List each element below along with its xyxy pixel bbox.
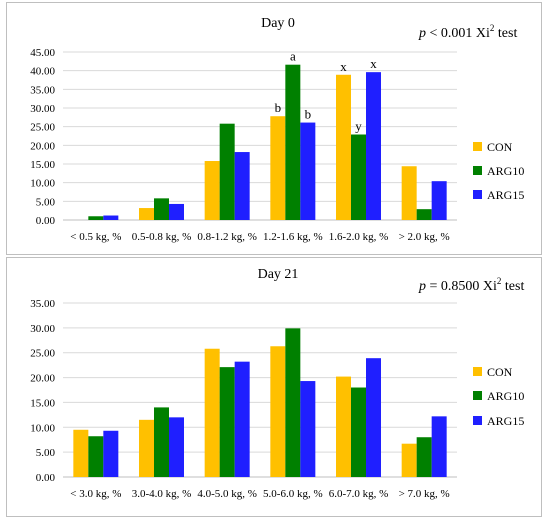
bar-annotation: x	[370, 56, 377, 71]
bar-annotation: x	[340, 59, 347, 74]
bar-con-2	[204, 348, 220, 477]
x-tick-label: < 0.5 kg, %	[70, 231, 121, 243]
x-tick-label: > 2.0 kg, %	[399, 231, 450, 243]
x-tick-label: 1.2-1.6 kg, %	[263, 231, 323, 243]
legend-swatch-con	[473, 142, 482, 151]
legend-swatch-arg15	[473, 190, 482, 199]
chart-title: Day 21	[258, 267, 299, 282]
stat-note-text: = 0.8500 Xi	[426, 279, 497, 294]
x-tick-label: 6.0-7.0 kg, %	[329, 488, 389, 500]
y-tick-label: 20.00	[30, 140, 55, 152]
bar-con-3	[270, 116, 286, 220]
bar-arg15-0	[103, 430, 119, 477]
y-tick-label: 0.00	[36, 215, 56, 227]
legend-swatch-con	[473, 367, 482, 376]
bar-arg15-5	[431, 181, 447, 220]
x-tick-label: < 3.0 kg, %	[70, 488, 121, 500]
y-tick-label: 15.00	[30, 159, 55, 171]
x-tick-label: 4.0-5.0 kg, %	[197, 488, 257, 500]
bar-arg10-4	[351, 387, 366, 477]
y-tick-label: 15.00	[30, 397, 55, 409]
bar-arg10-3	[285, 328, 301, 477]
bar-arg15-5	[431, 416, 447, 477]
bar-con-5	[401, 443, 417, 477]
y-tick-label: 35.00	[30, 84, 55, 96]
stat-note-p: p	[418, 26, 426, 41]
bar-arg10-0	[88, 436, 104, 477]
y-tick-label: 5.00	[36, 447, 56, 459]
legend-label-con: CON	[487, 365, 513, 379]
legend-swatch-arg15	[473, 416, 482, 425]
bar-arg15-2	[234, 152, 250, 220]
bar-con-3	[270, 346, 286, 477]
bar-con-4	[336, 376, 351, 477]
bar-arg10-2	[219, 123, 235, 220]
y-tick-label: 40.00	[30, 66, 55, 78]
bar-con-5	[401, 166, 417, 220]
bar-arg15-1	[169, 203, 184, 220]
legend-label-arg10: ARG10	[487, 164, 524, 178]
y-tick-label: 0.00	[36, 472, 56, 484]
y-tick-label: 25.00	[30, 122, 55, 134]
x-tick-label: 0.5-0.8 kg, %	[132, 231, 192, 243]
bar-arg15-1	[169, 417, 184, 477]
stat-note-suffix: test	[501, 279, 524, 294]
chart-day-0: Day 0 p < 0.001 Xi2 test 0.00 5.00 10.00 15.0…	[6, 2, 542, 255]
x-tick-label: 0.8-1.2 kg, %	[197, 231, 257, 243]
legend-label-arg15: ARG15	[487, 414, 524, 428]
stat-note: p = 0.8500 Xi2 test	[418, 276, 524, 294]
legend-swatch-arg10	[473, 166, 482, 175]
bar-annotation: a	[290, 49, 296, 64]
bar-arg15-0	[103, 215, 119, 220]
stat-note-text: < 0.001 Xi	[426, 26, 490, 41]
y-tick-label: 30.00	[30, 103, 55, 115]
legend-label-con: CON	[487, 140, 513, 154]
y-tick-label: 5.00	[36, 196, 56, 208]
y-tick-label: 30.00	[30, 323, 55, 335]
bar-con-0	[73, 429, 89, 477]
chart-day-21: Day 21 p = 0.8500 Xi2 test 0.00 5.00 10.00 15…	[6, 257, 542, 517]
bar-arg15-4	[366, 358, 381, 477]
bar-arg10-5	[416, 209, 432, 220]
legend-label-arg15: ARG15	[487, 188, 524, 202]
bar-arg10-1	[154, 407, 169, 477]
y-tick-label: 10.00	[30, 422, 55, 434]
bar-annotation: b	[275, 100, 282, 115]
bar-con-1	[139, 419, 154, 477]
bar-arg15-2	[234, 361, 250, 477]
stat-note-sup: 2	[490, 23, 495, 33]
bar-annotation: y	[355, 119, 362, 134]
bar-arg10-5	[416, 437, 432, 477]
bar-arg10-3	[285, 64, 301, 220]
x-tick-label: 3.0-4.0 kg, %	[132, 488, 192, 500]
bar-arg10-0	[88, 216, 104, 220]
y-tick-label: 10.00	[30, 178, 55, 190]
legend-swatch-arg10	[473, 391, 482, 400]
stat-note: p < 0.001 Xi2 test	[418, 23, 517, 41]
legend-label-arg10: ARG10	[487, 389, 524, 403]
bar-arg15-4	[366, 72, 381, 220]
chart-title: Day 0	[261, 16, 295, 31]
bar-arg15-3	[300, 381, 316, 477]
y-tick-label: 25.00	[30, 348, 55, 360]
x-tick-label: 5.0-6.0 kg, %	[263, 488, 323, 500]
bar-arg10-1	[154, 198, 169, 220]
chart-day-21-svg: Day 21 p = 0.8500 Xi2 test 0.00 5.00 10.00 15…	[30, 267, 524, 500]
bar-con-1	[139, 208, 154, 220]
bar-arg10-2	[219, 367, 235, 477]
y-tick-label: 35.00	[30, 298, 55, 310]
x-tick-label: > 7.0 kg, %	[399, 488, 450, 500]
y-tick-label: 20.00	[30, 373, 55, 385]
bar-arg15-3	[300, 122, 316, 220]
bar-annotation: b	[305, 107, 312, 122]
chart-day-0-svg: Day 0 p < 0.001 Xi2 test 0.00 5.00 10.00 15.0…	[30, 16, 524, 243]
y-tick-label: 45.00	[30, 47, 55, 59]
stat-note-suffix: test	[494, 26, 517, 41]
bar-con-2	[204, 161, 220, 220]
x-tick-label: 1.6-2.0 kg, %	[329, 231, 389, 243]
bar-con-4	[336, 74, 351, 220]
bar-arg10-4	[351, 134, 366, 220]
stat-note-sup: 2	[497, 276, 502, 286]
stat-note-p: p	[418, 279, 426, 294]
